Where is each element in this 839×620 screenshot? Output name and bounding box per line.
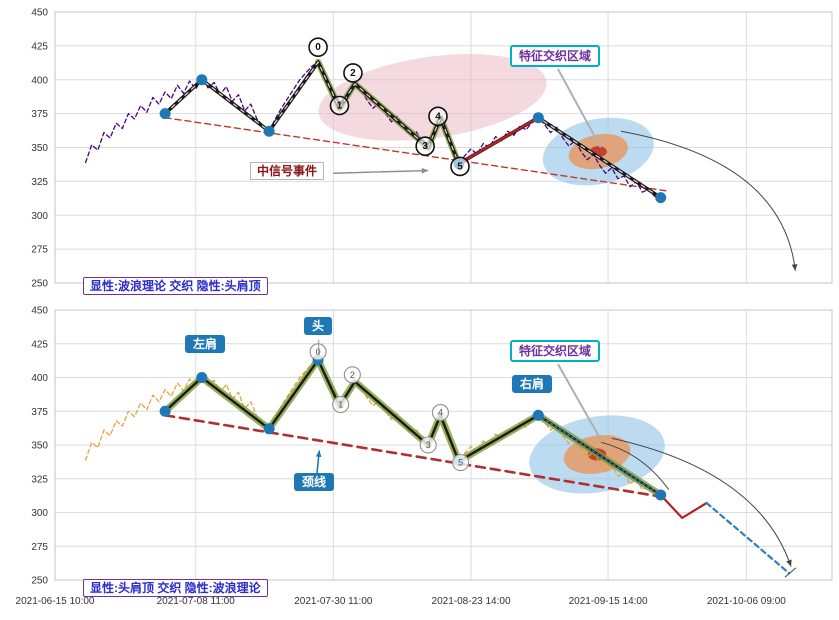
wave-number-circle bbox=[309, 343, 327, 361]
y-tick-label: 325 bbox=[31, 177, 48, 188]
y-tick-label: 425 bbox=[31, 41, 48, 52]
wave-number-circle bbox=[450, 156, 470, 177]
series-decline-dotted bbox=[537, 414, 662, 496]
forecast-end-cap bbox=[784, 567, 797, 578]
wave-number-label: 2 bbox=[350, 68, 356, 79]
left-shoulder-tag: 左肩 bbox=[185, 335, 226, 354]
pivot-dot bbox=[263, 125, 275, 137]
y-tick-label: 250 bbox=[31, 576, 48, 587]
wave-number-circle bbox=[419, 436, 437, 454]
head-shoulders-chart: 450 425 400 375 350 325 300 275 250 0 1 2 3 4 5 bbox=[31, 306, 833, 587]
wave-number-label: 5 bbox=[458, 458, 463, 468]
pivot-dot bbox=[655, 489, 667, 501]
y-tick-label: 450 bbox=[31, 8, 48, 19]
y-tick-label: 275 bbox=[31, 542, 48, 553]
wave-number-label: 4 bbox=[438, 408, 443, 418]
x-tick-label: 2021-09-15 14:00 bbox=[569, 596, 648, 607]
wave-number-label: 5 bbox=[457, 161, 463, 172]
feature-overlap-region-label-bottom: 特征交织区域 bbox=[510, 340, 601, 363]
arrowhead bbox=[421, 167, 429, 174]
wave-number-circle bbox=[343, 63, 363, 83]
x-tick-label: 2021-07-30 11:00 bbox=[294, 596, 373, 607]
pivot-dot bbox=[532, 112, 544, 124]
elliott-wave-chart: 450 425 400 375 350 325 300 275 250 0 1 2 3 4 5 bbox=[31, 8, 833, 290]
arrowhead bbox=[791, 264, 798, 271]
y-tick-label: 400 bbox=[31, 373, 48, 384]
projection-curve-arrow bbox=[620, 130, 796, 271]
explicit-implicit-caption-bottom: 显性:头肩顶 交织 隐性:波浪理论 bbox=[83, 579, 268, 598]
pivot-dot bbox=[159, 108, 171, 120]
series-neckline bbox=[163, 414, 669, 499]
series-trendline bbox=[164, 117, 668, 192]
wave-zone-ellipse bbox=[318, 54, 547, 141]
x-tick-label: 2021-06-15 10:00 bbox=[16, 596, 95, 607]
wave-number-label: 0 bbox=[316, 347, 321, 357]
pivot-dot bbox=[159, 405, 171, 417]
projection-curve-arrow bbox=[611, 437, 792, 567]
region-callout-pin bbox=[557, 363, 602, 441]
wave-number-circle bbox=[308, 37, 328, 58]
wave-number-circle bbox=[415, 136, 435, 156]
wave-number-label: 3 bbox=[426, 440, 431, 450]
wave-number-circle bbox=[329, 95, 350, 116]
plot-border bbox=[54, 309, 833, 581]
y-tick-label: 350 bbox=[31, 441, 48, 452]
y-tick-label: 450 bbox=[31, 306, 48, 317]
series-rebound bbox=[457, 116, 540, 165]
neckline-tag: 颈线 bbox=[294, 473, 335, 492]
feature-overlap-region-label-top: 特征交织区域 bbox=[510, 45, 601, 68]
x-tick-label: 2021-07-08 11:00 bbox=[157, 596, 236, 607]
y-tick-label: 375 bbox=[31, 109, 48, 120]
wave-number-circle bbox=[428, 106, 448, 127]
wave-number-label: 1 bbox=[338, 400, 343, 410]
region-callout-pin bbox=[557, 68, 602, 148]
mid-signal-event-label: 中信号事件 bbox=[250, 162, 325, 181]
wave-number-circle bbox=[343, 366, 361, 384]
pivot-dot bbox=[655, 192, 667, 204]
series-price bbox=[84, 61, 662, 200]
explicit-implicit-caption-top: 显性:波浪理论 交织 隐性:头肩顶 bbox=[83, 277, 268, 296]
wave-number-circle bbox=[332, 395, 350, 414]
wave-number-label: 4 bbox=[435, 111, 441, 122]
wave-number-label: 1 bbox=[337, 100, 343, 111]
wave-number-label: 2 bbox=[350, 370, 355, 380]
wave-number-label: 3 bbox=[422, 141, 428, 152]
pivot-dot bbox=[196, 372, 208, 383]
plot-border bbox=[54, 11, 833, 284]
arrowhead bbox=[786, 559, 792, 567]
y-tick-label: 300 bbox=[31, 211, 48, 222]
wave-number-circle bbox=[431, 404, 449, 422]
y-tick-label: 300 bbox=[31, 508, 48, 519]
head-tag: 头 bbox=[304, 317, 333, 336]
wave-number-label: 0 bbox=[315, 42, 321, 53]
pivot-dot bbox=[263, 423, 275, 435]
overlap-link-curve bbox=[601, 441, 670, 490]
y-tick-label: 275 bbox=[31, 245, 48, 256]
series-post-breakdown bbox=[659, 493, 708, 519]
pivot-dot bbox=[532, 409, 544, 421]
y-tick-label: 325 bbox=[31, 474, 48, 485]
y-tick-label: 375 bbox=[31, 407, 48, 418]
y-tick-label: 425 bbox=[31, 339, 48, 350]
y-tick-label: 350 bbox=[31, 143, 48, 154]
series-price bbox=[84, 359, 662, 497]
series-forecast bbox=[705, 501, 791, 575]
wave-number-circle bbox=[452, 453, 470, 472]
x-tick-label: 2021-08-23 14:00 bbox=[432, 596, 511, 607]
arrowhead bbox=[315, 450, 322, 458]
x-tick-label: 2021-10-06 09:00 bbox=[707, 596, 786, 607]
right-shoulder-tag: 右肩 bbox=[512, 375, 553, 394]
pivot-dot bbox=[196, 74, 208, 86]
y-tick-label: 250 bbox=[31, 279, 48, 290]
y-tick-label: 400 bbox=[31, 75, 48, 86]
signal-event-arrow bbox=[333, 169, 429, 174]
